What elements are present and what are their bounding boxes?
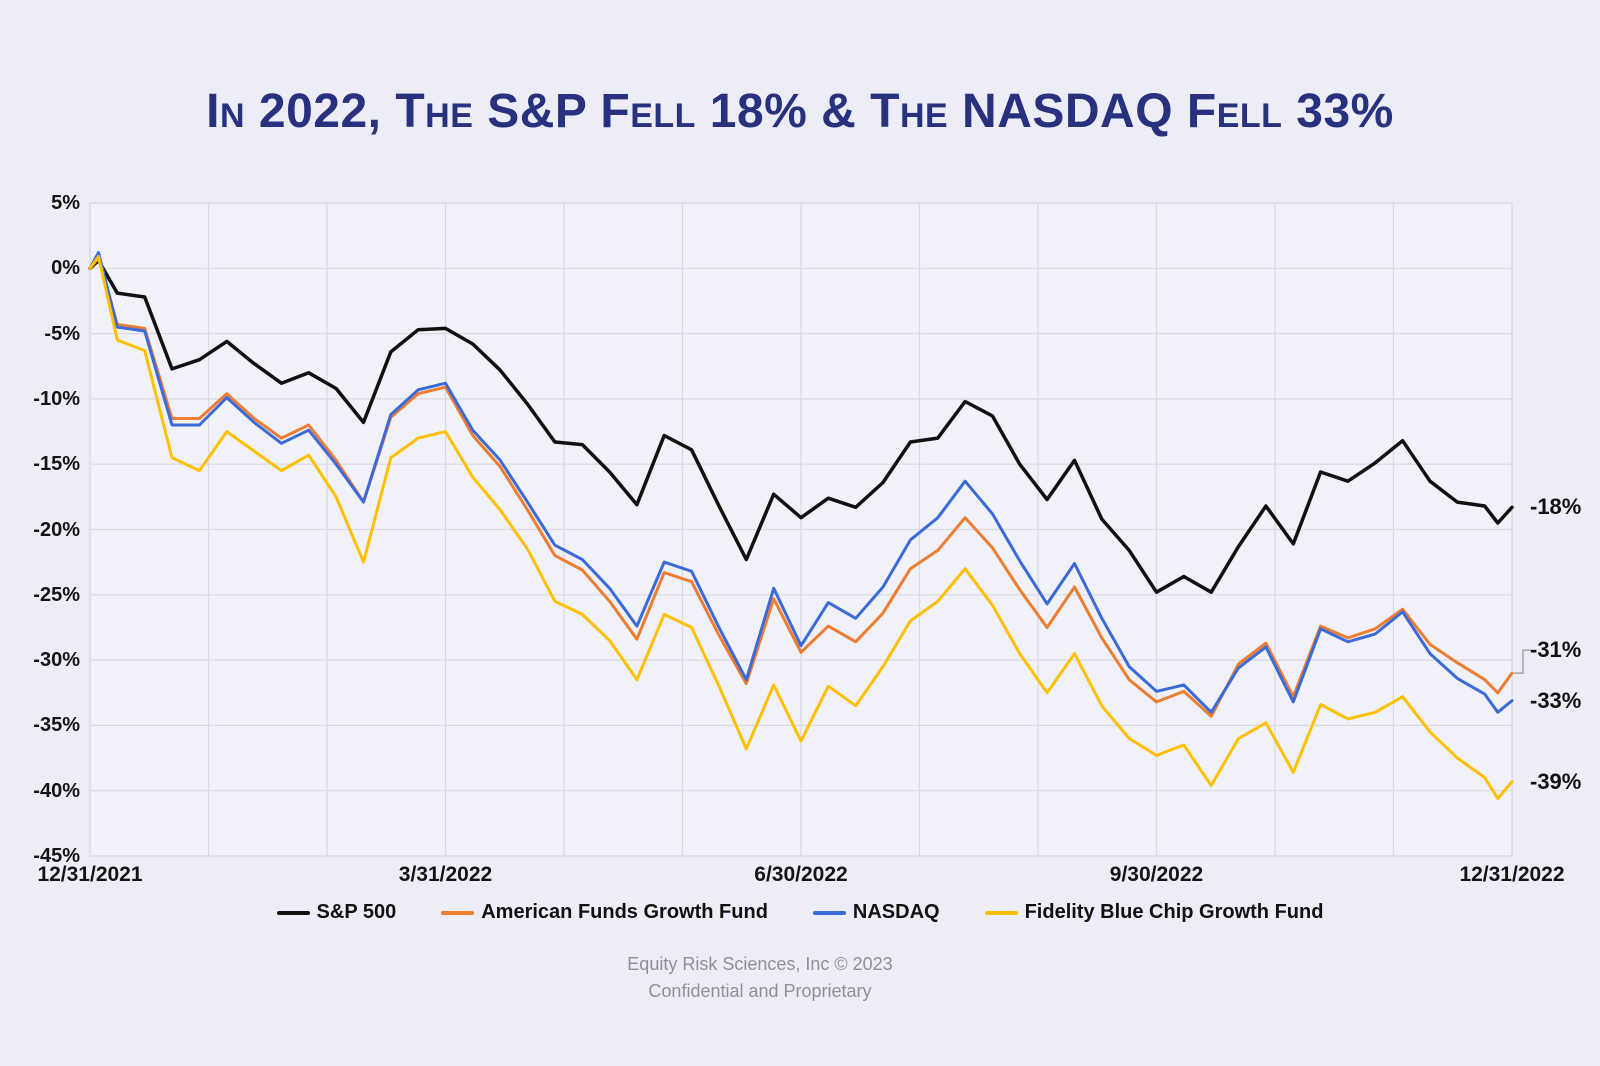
end-label-leader-line (1514, 649, 1531, 674)
series-line-nasdaq (88, 251, 1514, 714)
legend-item-s-p-500: S&P 500 (276, 901, 397, 924)
y-axis-label: -10% (33, 387, 80, 410)
legend-item-nasdaq: NASDAQ (812, 901, 940, 924)
legend-swatch-fidelity-blue-chip-growth-fund (984, 910, 1018, 915)
x-axis-label: 12/31/2021 (37, 863, 143, 886)
chart-title: In 2022, The S&P Fell 18% & The NASDAQ F… (206, 85, 1394, 138)
series-line-fidelity-blue-chip-growth-fund (88, 255, 1514, 800)
y-axis-label: -35% (33, 714, 80, 737)
footer-confidential: Confidential and Proprietary (648, 981, 872, 1001)
legend-label-s-p-500: S&P 500 (316, 901, 397, 923)
footer-attribution: Equity Risk Sciences, Inc © 2023 (627, 954, 893, 974)
legend-swatch-s-p-500 (276, 910, 310, 915)
end-label-31pct: -31% (1530, 637, 1582, 663)
legend-label-fidelity-blue-chip-growth-fund: Fidelity Blue Chip Growth Fund (1024, 901, 1324, 923)
y-axis-label: -40% (33, 779, 80, 802)
legend: S&P 500 American Funds Growth Fund NASDAQ F… (0, 901, 1600, 924)
series-line-s-p-500 (88, 258, 1514, 594)
y-axis-label: -45% (33, 845, 80, 867)
legend-label-american-funds-growth-fund: American Funds Growth Fund (481, 901, 768, 923)
y-axis-label: -25% (33, 583, 80, 606)
series-line-american-funds-growth-fund (88, 256, 1514, 718)
legend-item-american-funds-growth-fund: American Funds Growth Fund (441, 901, 768, 924)
y-axis-label: -15% (33, 453, 80, 476)
x-axis-label: 12/31/2022 (1459, 863, 1565, 886)
y-axis-label: -5% (44, 322, 80, 345)
end-label-39pct: -39% (1530, 768, 1582, 794)
end-label-18pct: -18% (1530, 494, 1582, 520)
y-axis-label: 5% (51, 192, 80, 214)
x-axis-label: 6/30/2022 (754, 863, 848, 886)
legend-item-fidelity-blue-chip-growth-fund: Fidelity Blue Chip Growth Fund (984, 901, 1324, 924)
y-axis-label: -30% (33, 649, 80, 672)
x-axis-label: 9/30/2022 (1109, 863, 1204, 886)
legend-swatch-american-funds-growth-fund (441, 910, 475, 915)
legend-label-nasdaq: NASDAQ (852, 901, 940, 923)
end-label-33pct: -33% (1530, 687, 1582, 713)
y-axis-label: -20% (33, 518, 80, 541)
y-axis-label: 0% (51, 257, 80, 280)
x-axis-label: 3/31/2022 (398, 863, 493, 886)
legend-swatch-nasdaq (812, 910, 846, 915)
